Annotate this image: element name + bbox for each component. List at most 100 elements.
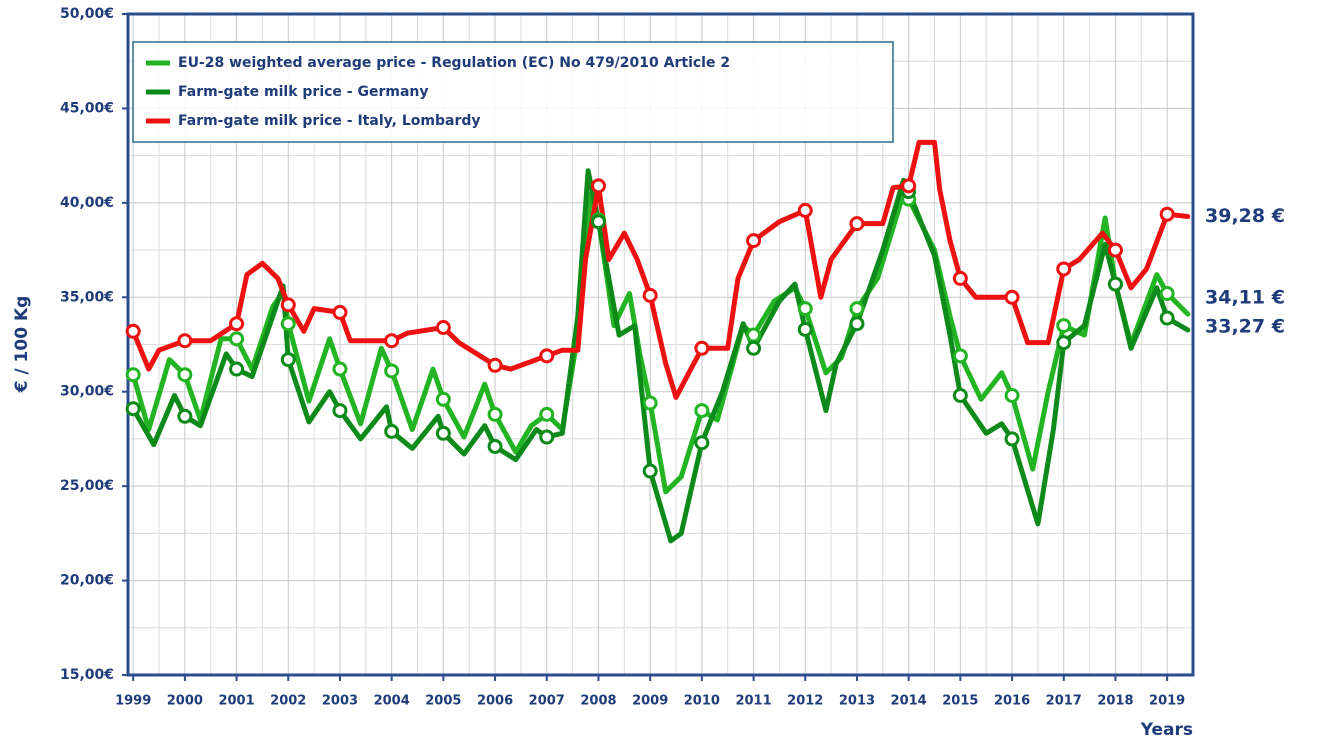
x-tick-label: 2007 — [529, 694, 565, 709]
legend: EU-28 weighted average price - Regulatio… — [132, 41, 894, 143]
point-marker — [177, 408, 193, 424]
x-tick-label: 2003 — [322, 694, 358, 709]
point-marker — [229, 361, 245, 377]
end-value-label: 34,11 € — [1205, 287, 1285, 309]
point-marker — [1107, 276, 1123, 292]
point-marker — [177, 367, 193, 383]
x-tick-label: 2014 — [891, 694, 927, 709]
point-marker — [177, 333, 193, 349]
x-tick-label: 2006 — [477, 694, 513, 709]
point-marker — [1004, 289, 1020, 305]
point-marker — [332, 361, 348, 377]
point-marker — [746, 233, 762, 249]
point-marker — [952, 348, 968, 364]
x-tick-label: 2002 — [270, 694, 306, 709]
point-marker — [229, 331, 245, 347]
point-marker — [435, 391, 451, 407]
point-marker — [590, 214, 606, 230]
legend-label: EU-28 weighted average price - Regulatio… — [178, 55, 730, 71]
y-tick-label: 45,00€ — [60, 100, 114, 116]
point-marker — [125, 401, 141, 417]
end-value-label: 33,27 € — [1205, 315, 1285, 337]
y-tick-label: 35,00€ — [60, 289, 114, 305]
point-marker — [1159, 206, 1175, 222]
y-tick-label: 25,00€ — [60, 478, 114, 494]
point-marker — [539, 348, 555, 364]
x-tick-label: 2013 — [839, 694, 875, 709]
x-tick-label: 1999 — [115, 694, 151, 709]
plot-border — [126, 12, 1195, 677]
y-tick-label: 50,00€ — [60, 6, 114, 22]
point-marker — [384, 333, 400, 349]
x-axis-title: Years — [1140, 720, 1193, 740]
point-marker — [797, 301, 813, 317]
point-marker — [280, 316, 296, 332]
point-marker — [590, 178, 606, 194]
x-tick-label: 2004 — [374, 694, 410, 709]
point-marker — [1159, 310, 1175, 326]
x-tick-label: 2017 — [1046, 694, 1082, 709]
x-tick-label: 2000 — [167, 694, 203, 709]
point-marker — [694, 403, 710, 419]
legend-label: Farm-gate milk price - Italy, Lombardy — [178, 113, 481, 129]
point-marker — [849, 216, 865, 232]
point-marker — [952, 270, 968, 286]
point-marker — [642, 463, 658, 479]
point-marker — [694, 435, 710, 451]
point-marker — [280, 297, 296, 313]
point-marker — [229, 316, 245, 332]
point-marker — [435, 425, 451, 441]
point-marker — [746, 327, 762, 343]
y-tick-label: 20,00€ — [60, 573, 114, 589]
point-marker — [332, 304, 348, 320]
y-tick-label: 15,00€ — [60, 667, 114, 683]
legend-label: Farm-gate milk price - Germany — [178, 84, 429, 100]
y-axis-title: € / 100 Kg — [12, 296, 32, 394]
x-tick-label: 2019 — [1149, 694, 1185, 709]
point-marker — [694, 340, 710, 356]
point-marker — [797, 202, 813, 218]
point-marker — [642, 395, 658, 411]
point-marker — [125, 367, 141, 383]
point-marker — [1004, 431, 1020, 447]
point-marker — [332, 403, 348, 419]
point-marker — [487, 357, 503, 373]
point-marker — [539, 429, 555, 445]
point-marker — [901, 178, 917, 194]
point-marker — [487, 406, 503, 422]
y-tick-label: 40,00€ — [60, 195, 114, 211]
point-marker — [849, 301, 865, 317]
x-tick-label: 2018 — [1097, 694, 1133, 709]
point-marker — [1004, 387, 1020, 403]
x-tick-label: 2012 — [787, 694, 823, 709]
point-marker — [849, 316, 865, 332]
legend-box — [132, 41, 894, 143]
point-marker — [125, 323, 141, 339]
x-tick-label: 2001 — [218, 694, 254, 709]
point-marker — [1159, 286, 1175, 302]
end-value-label: 39,28 € — [1205, 205, 1285, 227]
x-tick-label: 2016 — [994, 694, 1030, 709]
x-tick-label: 2008 — [580, 694, 616, 709]
point-marker — [539, 406, 555, 422]
y-tick-label: 30,00€ — [60, 384, 114, 400]
x-tick-label: 2005 — [425, 694, 461, 709]
point-marker — [1056, 261, 1072, 277]
x-tick-label: 2009 — [632, 694, 668, 709]
x-tick-label: 2015 — [942, 694, 978, 709]
point-marker — [797, 321, 813, 337]
point-marker — [1107, 242, 1123, 258]
point-marker — [1056, 318, 1072, 334]
point-marker — [642, 287, 658, 303]
x-tick-label: 2011 — [735, 694, 771, 709]
point-marker — [384, 363, 400, 379]
point-marker — [952, 387, 968, 403]
point-marker — [280, 352, 296, 368]
point-marker — [384, 423, 400, 439]
point-marker — [435, 320, 451, 336]
point-marker — [487, 438, 503, 454]
point-marker — [1056, 335, 1072, 351]
x-tick-label: 2010 — [684, 694, 720, 709]
point-marker — [746, 340, 762, 356]
